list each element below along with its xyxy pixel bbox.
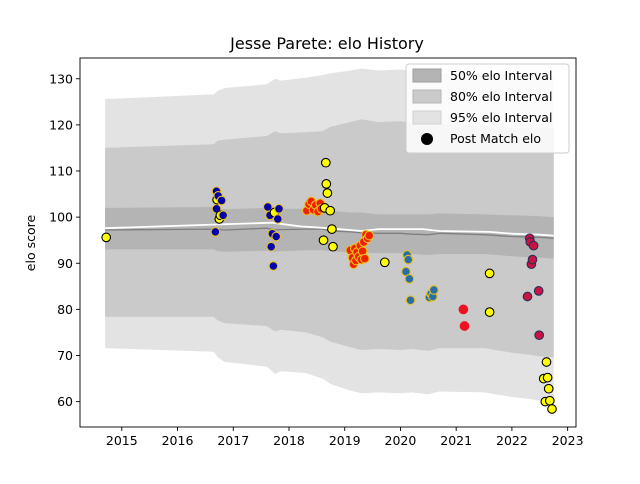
post-match-point [522,291,533,302]
post-match-point [528,240,539,251]
post-match-point [328,241,338,252]
x-tick-label: 2017 [217,433,249,448]
y-tick-label: 100 [49,210,73,225]
post-match-point [458,304,469,315]
legend-swatch-80 [412,89,442,104]
legend-label-post-match: Post Match elo [450,131,541,146]
post-match-point [274,203,284,214]
post-match-point [379,257,390,268]
post-match-point [364,230,375,241]
post-match-point [404,274,415,284]
post-match-point [322,188,333,198]
legend: 50% elo Interval 80% elo Interval 95% el… [405,63,570,154]
legend-swatch-50 [412,68,442,83]
legend-swatch-95 [412,110,442,125]
post-match-point [484,307,495,317]
post-match-point [320,157,331,168]
post-match-point [266,241,277,252]
mean-line [105,221,554,237]
y-axis-label: elo score [23,215,38,272]
y-tick-label: 70 [57,348,73,363]
post-match-point [527,254,538,265]
post-match-point [429,285,439,295]
axes: 2015 2016 2017 2018 2019 2020 2021 2022 2023 60 70… [49,57,584,448]
x-tick-label: 2020 [385,433,417,448]
post-match-point [272,214,283,224]
x-tick-label: 2023 [552,433,584,448]
post-match-point [403,254,414,265]
x-tick-label: 2016 [162,433,194,448]
post-match-point [271,231,282,242]
legend-label-50: 50% elo Interval [450,68,552,83]
x-tick-label: 2019 [329,433,361,448]
axes-frame [79,57,577,428]
x-tick-label: 2015 [106,433,138,448]
post-match-point [547,404,557,414]
post-match-point [327,224,337,234]
post-match-point [534,330,545,341]
y-tick-label: 130 [49,71,73,86]
legend-label-95: 95% elo Interval [450,110,552,125]
y-tick-label: 120 [49,117,73,132]
post-match-point [321,179,332,189]
post-match-point [543,383,554,394]
x-tick-label: 2022 [496,433,528,448]
y-tick-label: 90 [57,256,73,271]
post-match-point [533,286,544,296]
x-tick-label: 2018 [273,433,305,448]
post-match-point [216,195,227,206]
post-match-point [405,295,416,306]
y-tick-label: 60 [57,394,73,409]
y-tick-label: 110 [49,164,73,179]
post-match-point [541,357,552,367]
post-match-point [484,268,495,279]
post-match-point [359,253,370,264]
legend-frame [405,63,570,154]
post-match-point [101,232,112,243]
post-match-point [210,227,221,237]
post-match-point [268,261,279,271]
median-line [105,227,554,239]
legend-label-80: 80% elo Interval [450,89,552,104]
x-tick-label: 2021 [440,433,472,448]
post-match-point [318,235,329,246]
post-match-point [459,321,470,331]
chart-title: Jesse Parete: elo History [229,34,424,53]
post-match-point [544,395,555,406]
legend-marker-post-match [421,133,433,145]
post-match-point [325,205,336,216]
post-match-point [218,210,229,221]
post-match-point [542,372,553,383]
y-tick-label: 80 [57,302,73,317]
